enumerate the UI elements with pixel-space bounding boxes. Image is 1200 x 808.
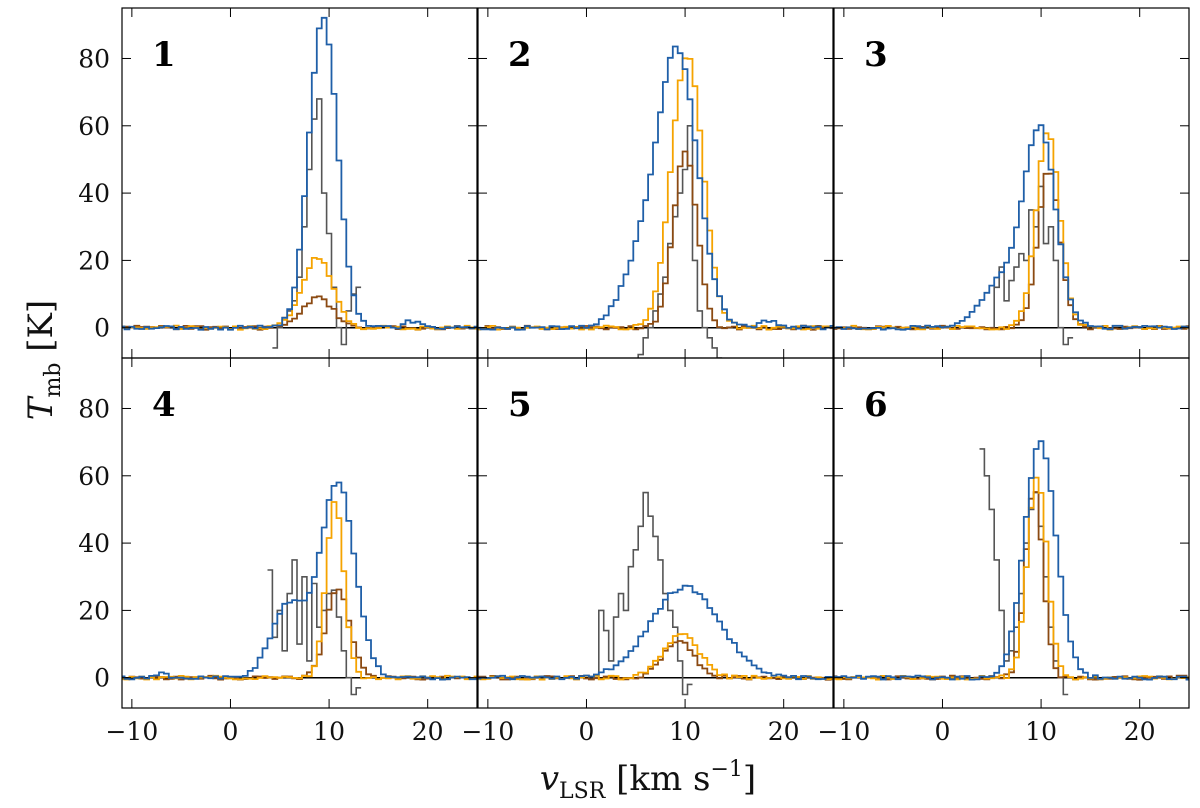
panel-label: 6 [864,385,888,425]
panel-frame [121,357,478,709]
plot-area [478,491,833,696]
series-brown-panel-4 [122,588,477,681]
y-tick-label: 60 [78,462,110,491]
x-axis-title-text: vLSR [km s−1] [540,757,756,804]
y-tick-label: 20 [78,596,110,625]
series-blue-panel-3 [834,124,1189,331]
x-tick-label: 20 [412,717,444,746]
series-blue-panel-2 [478,45,833,331]
plot-area [122,16,477,349]
y-tick-label: 80 [78,394,110,423]
x-tick-label: 10 [313,717,345,746]
panel-label: 5 [508,385,532,425]
plot-area [834,440,1189,696]
series-orange-panel-4 [122,501,477,681]
x-tick-label: 20 [1124,717,1156,746]
series-gray-panel-5 [593,491,693,696]
x-tick-label: 10 [669,717,701,746]
series-gray-panel-4 [267,559,362,696]
y-tick-label: 20 [78,246,110,275]
x-tick-label: −10 [461,717,514,746]
x-tick-label: 10 [1025,717,1057,746]
y-tick-label: 80 [78,44,110,73]
panel-frame [477,357,834,709]
y-axis-title-text: Tmb [K] [21,300,66,420]
x-tick-label: 0 [579,717,595,746]
panel-3: 3 [833,7,1190,359]
panel-1: 0 20 40 60 80 1 [78,7,478,359]
series-blue-panel-5 [478,584,833,681]
series-gray-panel-1 [272,98,362,349]
series-blue-panel-1 [122,16,477,331]
panel-6: −10 0 10 20 6 [817,357,1190,746]
plot-area [122,481,477,696]
panel-label: 1 [152,35,176,75]
panel-label: 3 [864,35,888,75]
series-blue-panel-6 [834,440,1189,681]
series-gray-panel-3 [989,185,1074,346]
x-tick-label: −10 [105,717,158,746]
y-tick-label: 0 [94,664,110,693]
series-orange-panel-6 [834,476,1189,681]
y-tick-label: 0 [94,314,110,343]
series-orange-panel-3 [834,132,1189,331]
series-blue-panel-4 [122,481,477,681]
series-brown-panel-3 [834,172,1189,331]
panel-label: 2 [508,35,532,75]
y-axis-title: Tmb [K] [21,300,66,420]
y-tick-label: 60 [78,112,110,141]
panel-2: 2 [477,7,834,359]
plot-area [834,124,1189,346]
plot-area [478,45,833,358]
panel-4: 0 20 40 60 80 −10 0 10 20 4 [78,357,478,746]
x-tick-label: 20 [768,717,800,746]
panel-5: −10 0 10 20 5 [461,357,834,746]
y-tick-label: 40 [78,179,110,208]
x-tick-label: −10 [817,717,870,746]
x-tick-label: 0 [223,717,239,746]
x-axis-title: vLSR [km s−1] [540,757,756,804]
panel-label: 4 [152,385,176,425]
series-orange-panel-2 [478,57,833,331]
x-tick-label: 0 [935,717,951,746]
series-orange-panel-1 [122,257,477,331]
y-tick-label: 40 [78,529,110,558]
panel-frame [833,357,1190,709]
series-orange-panel-5 [478,633,833,681]
series-brown-panel-2 [478,150,833,331]
